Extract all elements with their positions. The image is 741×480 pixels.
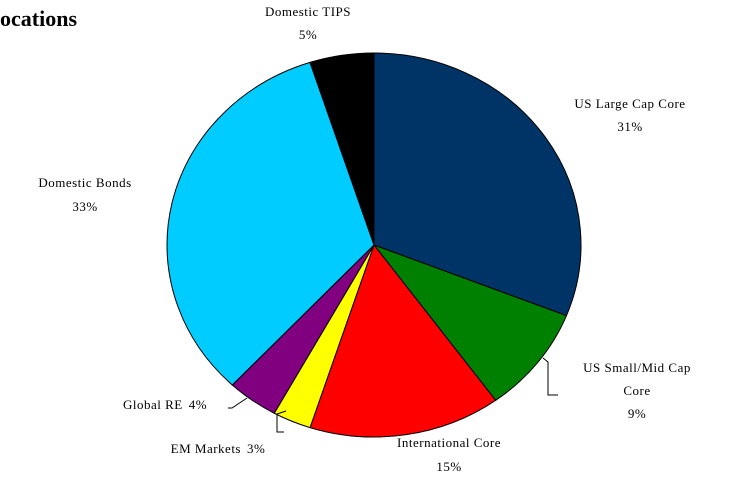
pie-slice — [309, 243, 497, 438]
category-label: Domestic TIPS — [265, 4, 351, 19]
value-label: 31% — [617, 119, 642, 134]
leader-line — [542, 357, 558, 396]
category-line: US Small/Mid Cap — [583, 360, 691, 375]
leader-line — [276, 410, 287, 433]
slice-label: EM Markets 3% — [171, 441, 266, 456]
category-label: EM Markets — [171, 441, 241, 456]
value-label: 5% — [299, 27, 317, 42]
pie-slice — [372, 243, 568, 402]
pie-slice — [373, 52, 582, 317]
value-label: 9% — [628, 406, 646, 421]
pie-slice — [309, 52, 375, 246]
slice-label: Global RE 4% — [123, 397, 207, 412]
value-label: 15% — [436, 459, 461, 474]
value-label: 33% — [72, 199, 97, 214]
category-label: US Small/Mid Cap Core — [583, 360, 691, 398]
leader-line — [228, 397, 248, 409]
category-label: US Large Cap Core — [574, 96, 685, 111]
pie-slice — [166, 61, 375, 386]
value-label: 4% — [189, 397, 207, 412]
category-label: Global RE — [123, 397, 183, 412]
category-line: Core — [623, 383, 650, 398]
chart-title: ocations — [0, 6, 77, 31]
category-label: Domestic Bonds — [38, 175, 131, 190]
category-label: International Core — [397, 435, 501, 450]
value-label: 3% — [247, 441, 265, 456]
